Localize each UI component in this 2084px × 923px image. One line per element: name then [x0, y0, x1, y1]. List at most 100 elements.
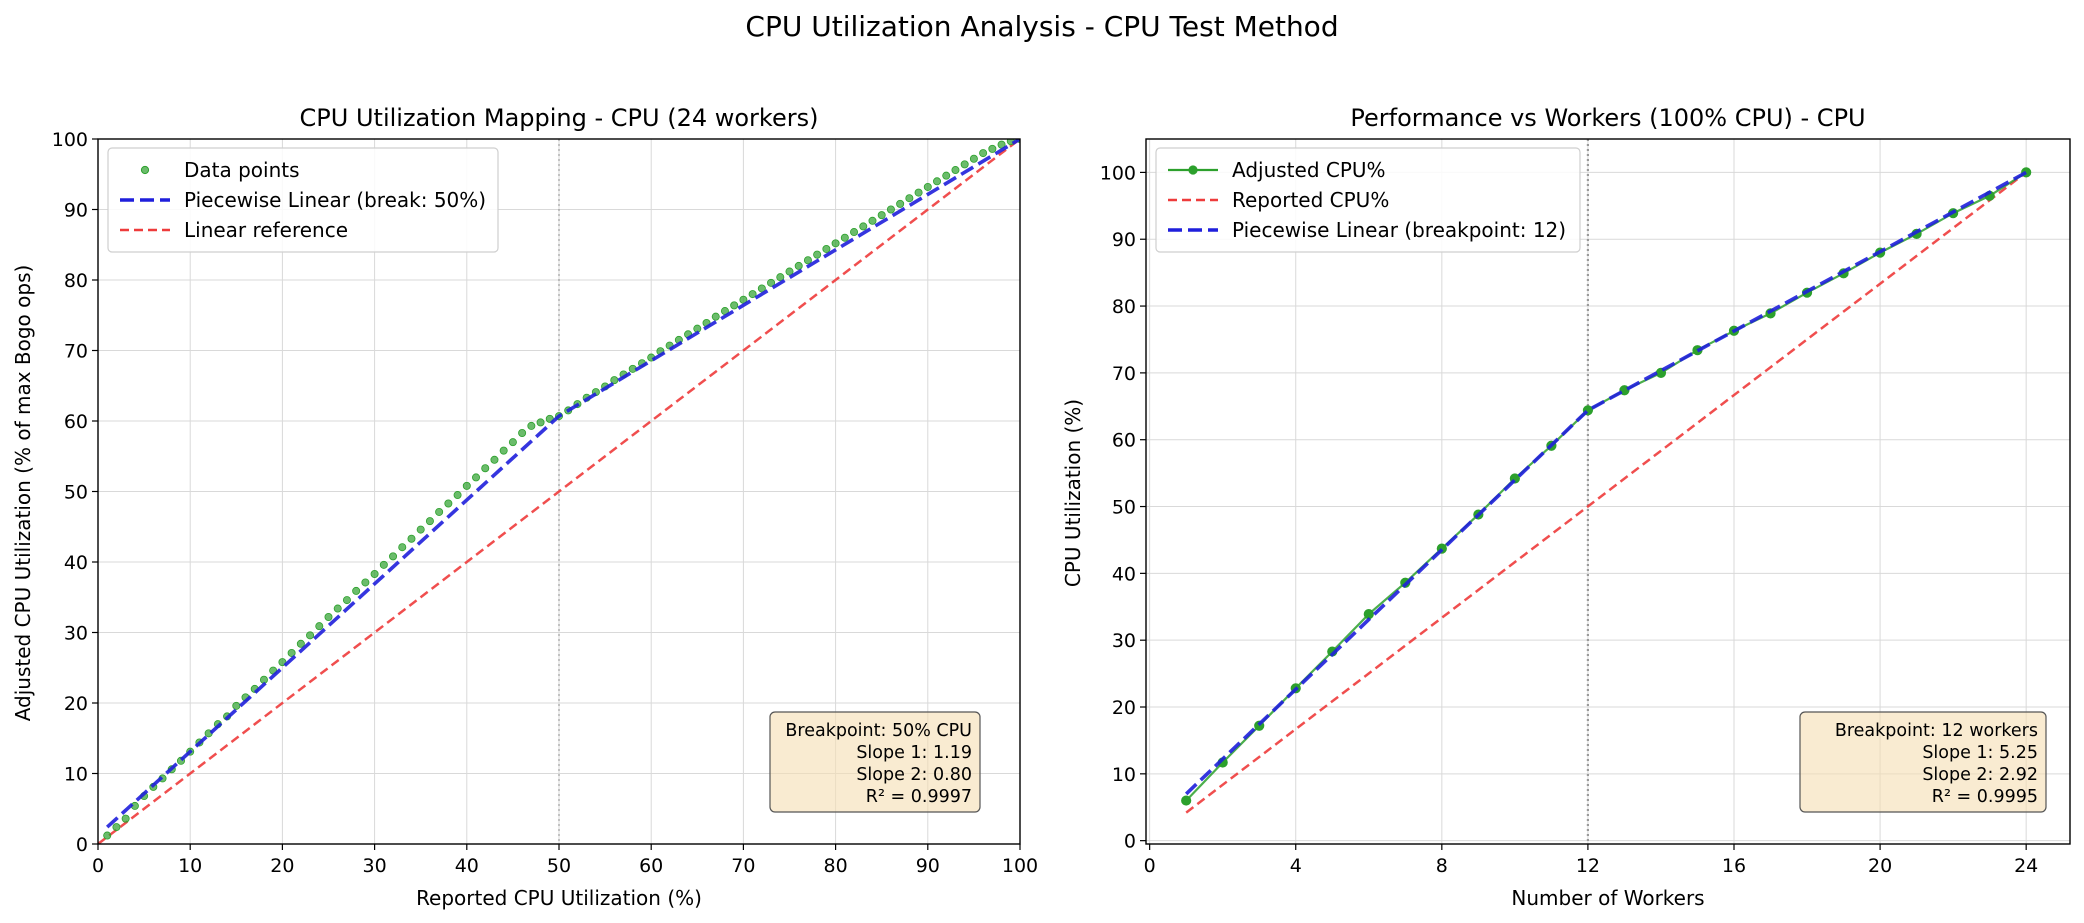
workers-chart-xlabel: Number of Workers — [1511, 886, 1704, 910]
mapping-legend-box — [107, 147, 499, 253]
mapping-ytick-label: 40 — [64, 552, 88, 574]
mapping-xtick-label: 50 — [547, 855, 571, 877]
workers-legend: Adjusted CPU% Reported CPU% Piecewise Line… — [1155, 147, 1581, 253]
workers-annotation-line: Slope 2: 2.92 — [1922, 765, 2038, 785]
workers-series-reported-cpu — [1185, 171, 2027, 814]
mapping-data-point — [333, 604, 342, 613]
mapping-data-point — [896, 199, 905, 208]
workers-annotation-line: Slope 1: 5.25 — [1922, 743, 2038, 763]
mapping-data-point — [490, 455, 499, 464]
mapping-series-layer — [98, 139, 1020, 844]
workers-ytick-label: 80 — [1112, 296, 1136, 318]
workers-ytick-label: 90 — [1112, 229, 1136, 251]
workers-ytick-label: 20 — [1112, 697, 1136, 719]
mapping-series-data-points — [103, 139, 1020, 840]
mapping-data-point — [407, 534, 416, 543]
mapping-xtick-label: 70 — [731, 855, 755, 877]
mapping-data-point — [776, 273, 785, 282]
mapping-annotation-box — [769, 711, 981, 813]
mapping-series-piecewise-linear-break-50 — [105, 139, 1020, 829]
mapping-data-point — [121, 814, 130, 823]
workers-series-adjusted-cpu — [1181, 167, 2032, 806]
mapping-ytick-label: 20 — [64, 693, 88, 715]
mapping-ytick-label: 80 — [64, 270, 88, 292]
mapping-data-point — [352, 586, 361, 595]
mapping-data-point — [444, 499, 453, 508]
mapping-chart-xlabel: Reported CPU Utilization (%) — [416, 886, 702, 910]
workers-ytick-label: 30 — [1112, 630, 1136, 652]
mapping-data-point — [287, 648, 296, 657]
mapping-annotation-line: R² = 0.9997 — [866, 787, 972, 807]
mapping-xtick-label: 90 — [916, 855, 940, 877]
workers-ytick-label: 60 — [1112, 430, 1136, 452]
workers-xtick-label: 20 — [1868, 855, 1892, 877]
mapping-data-point — [748, 290, 757, 299]
workers-legend-box — [1155, 147, 1581, 253]
workers-axes-frame — [1145, 138, 2071, 845]
mapping-data-point — [942, 171, 951, 180]
mapping-ytick-label: 50 — [64, 482, 88, 504]
workers-series-piecewise-linear-breakpoint-12 — [1184, 170, 2028, 796]
workers-adjusted-line — [1185, 171, 2027, 802]
mapping-data-point — [481, 464, 490, 473]
workers-legend-item-label: Reported CPU% — [1232, 188, 1389, 212]
mapping-data-point — [933, 177, 942, 186]
mapping-data-point — [416, 525, 425, 534]
mapping-data-point — [988, 144, 997, 153]
mapping-data-point — [103, 831, 112, 840]
mapping-data-point — [527, 421, 536, 430]
figure-title: CPU Utilization Analysis - CPU Test Meth… — [745, 10, 1338, 43]
mapping-data-point — [508, 438, 517, 447]
mapping-ytick-label: 30 — [64, 623, 88, 645]
mapping-data-point — [960, 160, 969, 169]
mapping-xtick-label: 0 — [92, 855, 104, 877]
mapping-data-point — [610, 376, 619, 385]
workers-annotation-line: R² = 0.9995 — [1932, 787, 2038, 807]
workers-legend-item-label: Adjusted CPU% — [1232, 158, 1386, 182]
workers-ytick-label: 50 — [1112, 497, 1136, 519]
workers-ytick-label: 10 — [1112, 764, 1136, 786]
mapping-ytick-label: 100 — [52, 129, 88, 151]
mapping-legend-item-label: Linear reference — [184, 218, 348, 242]
mapping-data-point — [831, 239, 840, 248]
mapping-data-point — [822, 244, 831, 253]
mapping-annotation-line: Breakpoint: 50% CPU — [785, 721, 972, 741]
mapping-data-point — [462, 481, 471, 490]
mapping-ytick-label: 10 — [64, 764, 88, 786]
mapping-data-point — [472, 473, 481, 482]
mapping-data-point — [518, 428, 527, 437]
mapping-ytick-label: 70 — [64, 341, 88, 363]
mapping-data-point — [315, 622, 324, 631]
workers-ytick-label: 40 — [1112, 563, 1136, 585]
mapping-data-point — [757, 284, 766, 293]
mapping-data-point — [868, 216, 877, 225]
mapping-data-point — [361, 578, 370, 587]
mapping-chart: CPU Utilization Mapping - CPU (24 worker… — [11, 104, 1038, 910]
mapping-data-point — [794, 261, 803, 270]
mapping-data-point — [767, 278, 776, 287]
mapping-data-point — [324, 612, 333, 621]
mapping-data-point — [453, 491, 462, 500]
mapping-ytick-label: 0 — [76, 834, 88, 856]
mapping-data-point — [296, 639, 305, 648]
mapping-xtick-label: 60 — [639, 855, 663, 877]
workers-chart: Performance vs Workers (100% CPU) - CPU … — [1061, 104, 2071, 910]
mapping-data-point — [398, 543, 407, 552]
mapping-data-point — [370, 569, 379, 578]
mapping-data-point — [342, 596, 351, 605]
mapping-chart-ylabel: Adjusted CPU Utilization (% of max Bogo … — [11, 265, 35, 722]
mapping-data-point — [499, 446, 508, 455]
mapping-data-point — [435, 507, 444, 516]
mapping-data-point — [536, 418, 545, 427]
mapping-data-point — [840, 233, 849, 242]
workers-data-point — [1181, 795, 1192, 806]
mapping-data-point — [969, 154, 978, 163]
mapping-legend-item-label: Piecewise Linear (break: 50%) — [184, 188, 486, 212]
mapping-data-point — [232, 701, 241, 710]
mapping-xtick-label: 80 — [824, 855, 848, 877]
workers-series-layer — [1181, 167, 2032, 814]
workers-xtick-label: 8 — [1436, 855, 1448, 877]
